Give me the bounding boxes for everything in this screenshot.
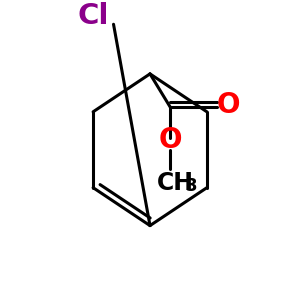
Text: O: O (216, 91, 240, 118)
Text: CH: CH (157, 171, 194, 195)
Text: O: O (159, 126, 182, 154)
Text: 3: 3 (186, 177, 197, 195)
Text: Cl: Cl (77, 2, 109, 29)
